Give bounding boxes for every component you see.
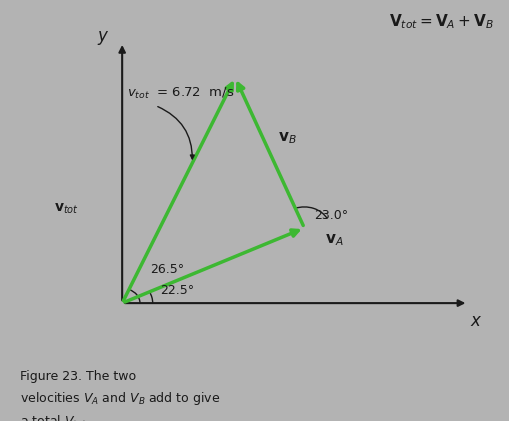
Text: 23.0°: 23.0°	[315, 209, 349, 222]
Text: Figure 23. The two
velocities $V_A$ and $V_B$ add to give
a total $V_{tot}$.: Figure 23. The two velocities $V_A$ and …	[20, 370, 220, 421]
Text: 22.5°: 22.5°	[160, 284, 194, 297]
Text: $\mathbf{v}_A$: $\mathbf{v}_A$	[325, 232, 344, 248]
Text: y: y	[97, 27, 107, 45]
Text: $\mathbf{v}_B$: $\mathbf{v}_B$	[278, 130, 297, 146]
Text: x: x	[471, 312, 480, 330]
Text: $\mathbf{V}_{tot} = \mathbf{V}_A + \mathbf{V}_B$: $\mathbf{V}_{tot} = \mathbf{V}_A + \math…	[389, 13, 494, 31]
Text: 26.5°: 26.5°	[150, 263, 184, 276]
Text: $v_{tot}$  = 6.72  m/s: $v_{tot}$ = 6.72 m/s	[127, 86, 235, 101]
Text: $\mathbf{v}_{tot}$: $\mathbf{v}_{tot}$	[53, 201, 79, 216]
